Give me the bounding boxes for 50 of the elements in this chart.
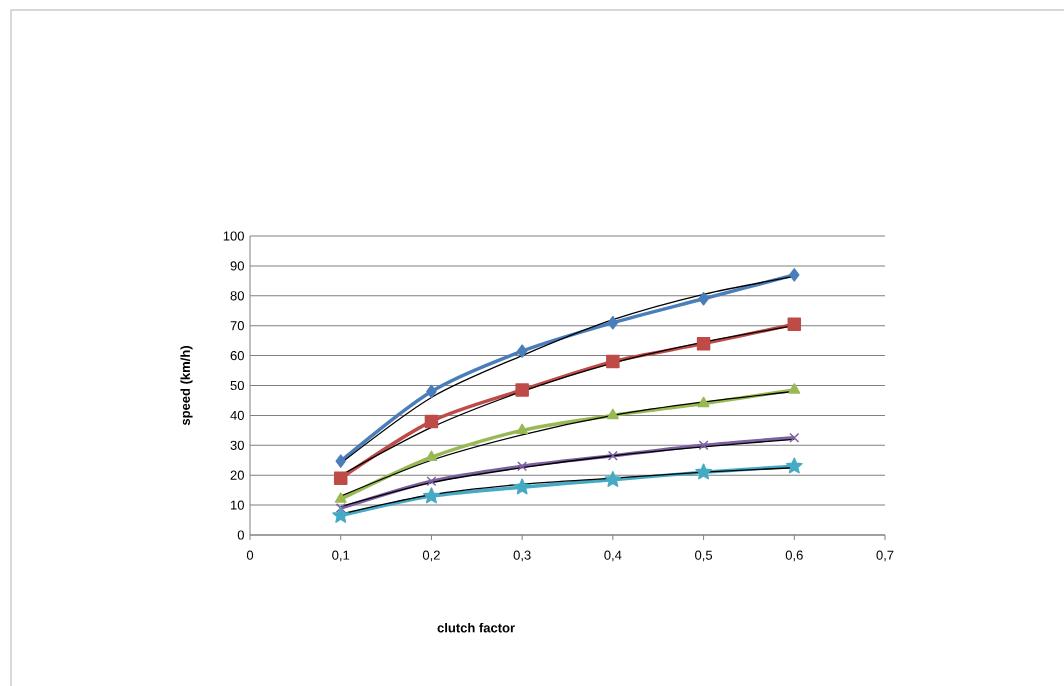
point [696,336,711,351]
y-axis-title: speed (km/h) [180,346,193,426]
point [788,383,801,394]
point [606,408,619,420]
point [787,317,802,331]
point [606,354,620,369]
y-tick-label: 40 [230,410,244,420]
x-tick-label: 0,6 [785,550,803,562]
y-tick-label: 20 [230,470,244,480]
point [424,414,439,429]
point [426,476,437,487]
point [516,423,529,435]
y-tick-label: 80 [230,291,244,301]
point [607,450,618,461]
point [335,503,346,514]
y-tick-label: 0 [237,530,244,540]
point [333,471,348,485]
point [335,454,346,468]
point [334,492,347,503]
y-tick-label: 70 [230,321,244,331]
point [423,487,440,504]
x-tick-label: 0,1 [332,550,350,562]
point [789,268,800,282]
point [426,384,437,399]
x-tick-label: 0,3 [513,550,531,562]
y-tick-label: 30 [230,440,244,450]
y-tick-label: 50 [230,380,244,391]
y-tick-label: 60 [230,350,244,361]
point [785,457,803,474]
point [697,396,710,408]
point [698,292,709,306]
x-tick-label: 0,4 [604,550,622,562]
x-tick-label: 0,7 [876,550,894,562]
point [789,432,800,443]
x-tick-label: 0 [246,550,254,560]
point [515,383,529,397]
point [695,463,712,480]
point [513,478,531,495]
point [516,344,528,358]
point [332,506,350,523]
y-tick-label: 100 [223,231,244,241]
point [698,440,709,451]
x-tick-label: 0,2 [422,550,440,562]
point [604,470,622,487]
y-tick-label: 10 [231,500,244,510]
point [607,315,619,330]
y-tick-label: 90 [230,261,244,271]
x-tick-label: 0,5 [695,550,713,562]
point [517,461,528,472]
x-axis-title: clutch factor [437,622,515,633]
